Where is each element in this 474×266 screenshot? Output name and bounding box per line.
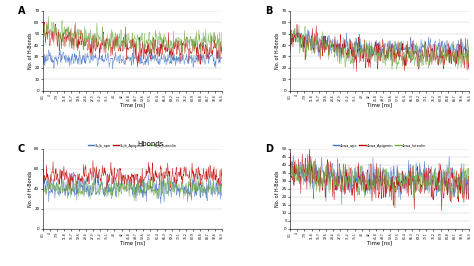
Text: D: D <box>265 144 273 154</box>
X-axis label: Time [ns]: Time [ns] <box>367 240 392 245</box>
X-axis label: Time [ns]: Time [ns] <box>120 240 145 245</box>
Title: Hbonds: Hbonds <box>137 141 164 147</box>
Text: A: A <box>18 6 25 16</box>
X-axis label: Time [ns]: Time [ns] <box>120 102 145 107</box>
Text: C: C <box>18 144 25 154</box>
Legend: 4cwa_apo, 4cwa_Apigenin, 4cwa_luteolin: 4cwa_apo, 4cwa_Apigenin, 4cwa_luteolin <box>331 142 428 149</box>
Y-axis label: No. of H-Bonds: No. of H-Bonds <box>275 32 280 69</box>
Y-axis label: No. of H-Bonds: No. of H-Bonds <box>28 171 33 207</box>
Y-axis label: No. of H-Bonds: No. of H-Bonds <box>28 32 33 69</box>
Text: B: B <box>265 6 272 16</box>
Legend: 3ujb_apo, 3ujb_Apigenin, 3ujb_luteolin: 3ujb_apo, 3ujb_Apigenin, 3ujb_luteolin <box>86 142 178 149</box>
X-axis label: Time [ns]: Time [ns] <box>367 102 392 107</box>
Y-axis label: No. of H-Bonds: No. of H-Bonds <box>275 171 280 207</box>
